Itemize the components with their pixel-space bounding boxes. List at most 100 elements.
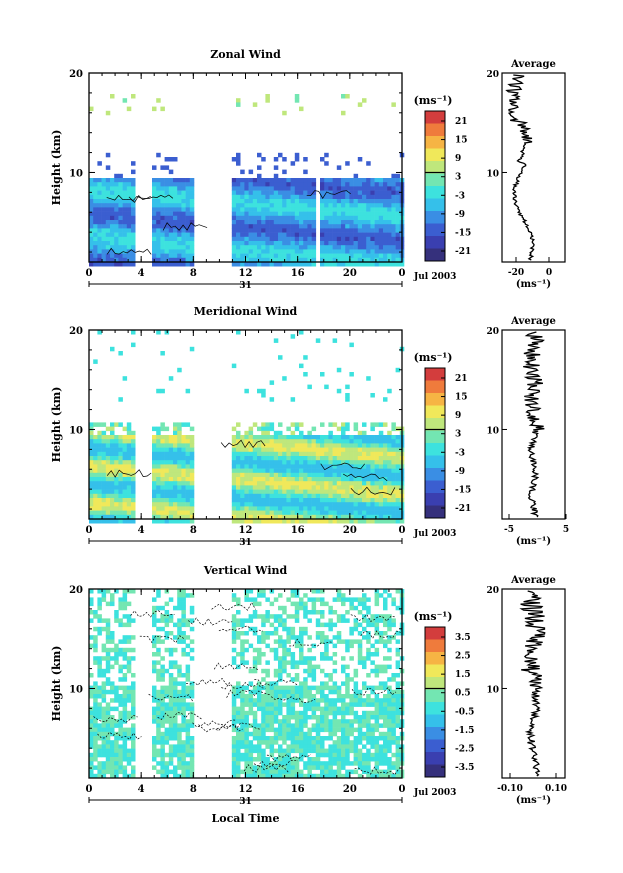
colorbar-segment (425, 223, 445, 237)
x-tick-label: 0 (399, 525, 406, 536)
average-x-tick-label: -5 (504, 525, 514, 535)
colorbar-segment (425, 186, 445, 199)
panel-title: Meridional Wind (194, 305, 298, 318)
colorbar-segment (425, 161, 445, 174)
x-tick-label: 20 (343, 784, 357, 795)
colorbar-segment (425, 689, 445, 703)
colorbar-segment (425, 752, 445, 765)
colorbar-tick-label: 15 (455, 393, 468, 403)
month-label: Jul 2003 (413, 529, 456, 539)
average-y-tick-label: 20 (486, 70, 499, 80)
colorbar-segment (425, 111, 445, 124)
colorbar-tick-label: -1.5 (455, 726, 474, 736)
colorbar-tick-label: -21 (455, 247, 471, 257)
average-x-tick-label: -20 (508, 268, 524, 278)
colorbar-tick-label: -3.5 (455, 763, 474, 773)
colorbar-segment (425, 480, 445, 494)
colorbar-tick-label: 3.5 (455, 633, 471, 643)
colorbar-segment (425, 405, 445, 419)
colorbar-segment (425, 393, 445, 406)
colorbar-segment (425, 493, 445, 506)
heatmap-field (89, 330, 405, 524)
x-tick-label: 12 (239, 525, 253, 536)
x-tick-label: 8 (190, 268, 197, 279)
panel-1: Zonal Wind 20 10 Height (km) 0 4 8 12 16 20 0 31 Jul… (50, 48, 566, 291)
colorbar-tick-label: 1.5 (455, 670, 471, 680)
average-profile-line (519, 590, 546, 777)
x-tick-label: 12 (239, 268, 253, 279)
y-tick-label: 20 (69, 585, 83, 596)
colorbar-segment (425, 468, 445, 481)
colorbar-segment (425, 727, 445, 740)
average-y-tick-label: 20 (486, 327, 499, 337)
y-tick-label: 20 (69, 69, 83, 80)
colorbar-segment (425, 430, 445, 444)
colorbar-unit: (ms⁻¹) (414, 610, 453, 623)
x-tick-label: 16 (291, 784, 305, 795)
colorbar-segment (425, 123, 445, 137)
colorbar-tick-label: 9 (455, 154, 461, 164)
colorbar-tick-label: -15 (455, 228, 471, 238)
colorbar-segment (425, 198, 445, 212)
x-tick-label: 12 (239, 784, 253, 795)
colorbar-tick-label: -2.5 (455, 744, 474, 754)
average-y-tick-label: 10 (486, 685, 499, 695)
colorbar-segment (425, 380, 445, 394)
panel-3: Vertical Wind 20 10 Height (km) 0 4 8 12 16 20 0 31… (50, 564, 567, 825)
average-x-tick-label: 5 (563, 525, 569, 535)
colorbar-segment (425, 148, 445, 162)
colorbar-segment (425, 236, 445, 249)
average-frame (501, 72, 566, 263)
y-tick-label: 10 (69, 425, 83, 436)
x-tick-label: 20 (343, 268, 357, 279)
colorbar-tick-label: 3 (455, 173, 461, 183)
x-tick-label: 0 (399, 268, 406, 279)
colorbar-tick-label: 3 (455, 430, 461, 440)
colorbar-segment (425, 627, 445, 640)
panel-title: Zonal Wind (210, 48, 281, 61)
x-axis-label: Local Time (212, 812, 280, 825)
colorbar-tick-label: -21 (455, 504, 471, 514)
colorbar-tick-label: -9 (455, 210, 465, 220)
colorbar-tick-label: -3 (455, 191, 465, 201)
colorbar-segment (425, 418, 445, 431)
average-y-tick-label: 10 (486, 426, 499, 436)
average-x-tick-label: 0.10 (545, 784, 567, 794)
y-tick-label: 10 (69, 684, 83, 695)
x-tick-label: 16 (291, 525, 305, 536)
average-profile-line (505, 74, 535, 261)
date-label: 31 (239, 797, 252, 807)
average-y-tick-label: 10 (486, 169, 499, 179)
x-tick-label: 8 (190, 525, 197, 536)
x-tick-label: 8 (190, 784, 197, 795)
colorbar-segment (425, 702, 445, 715)
month-label: Jul 2003 (413, 788, 456, 798)
colorbar-segment (425, 136, 445, 149)
average-y-tick-label: 20 (486, 586, 499, 596)
contour-lines (106, 190, 351, 255)
colorbar-segment (425, 505, 445, 519)
colorbar-tick-label: 2.5 (455, 652, 471, 662)
colorbar-segment (425, 714, 445, 728)
y-axis-label: Height (km) (50, 387, 63, 463)
x-tick-label: 0 (86, 268, 93, 279)
contour-lines (93, 601, 401, 776)
colorbar-segment (425, 677, 445, 690)
date-label: 31 (239, 281, 252, 291)
colorbar-frame (424, 110, 446, 262)
colorbar-tick-label: 9 (455, 411, 461, 421)
date-label: 31 (239, 538, 252, 548)
average-title: Average (510, 59, 556, 70)
heatmap-field (89, 589, 405, 779)
colorbar-segment (425, 368, 445, 381)
average-unit: (ms⁻¹) (516, 795, 551, 806)
x-tick-label: 16 (291, 268, 305, 279)
panel-2: Meridional Wind 20 10 Height (km) 0 4 8 12 16 20 0… (50, 305, 569, 548)
colorbar-segment (425, 455, 445, 469)
x-tick-label: 4 (138, 784, 145, 795)
colorbar-segment (425, 248, 445, 262)
colorbar-tick-label: -9 (455, 467, 465, 477)
y-axis-label: Height (km) (50, 130, 63, 206)
colorbar-segment (425, 443, 445, 456)
